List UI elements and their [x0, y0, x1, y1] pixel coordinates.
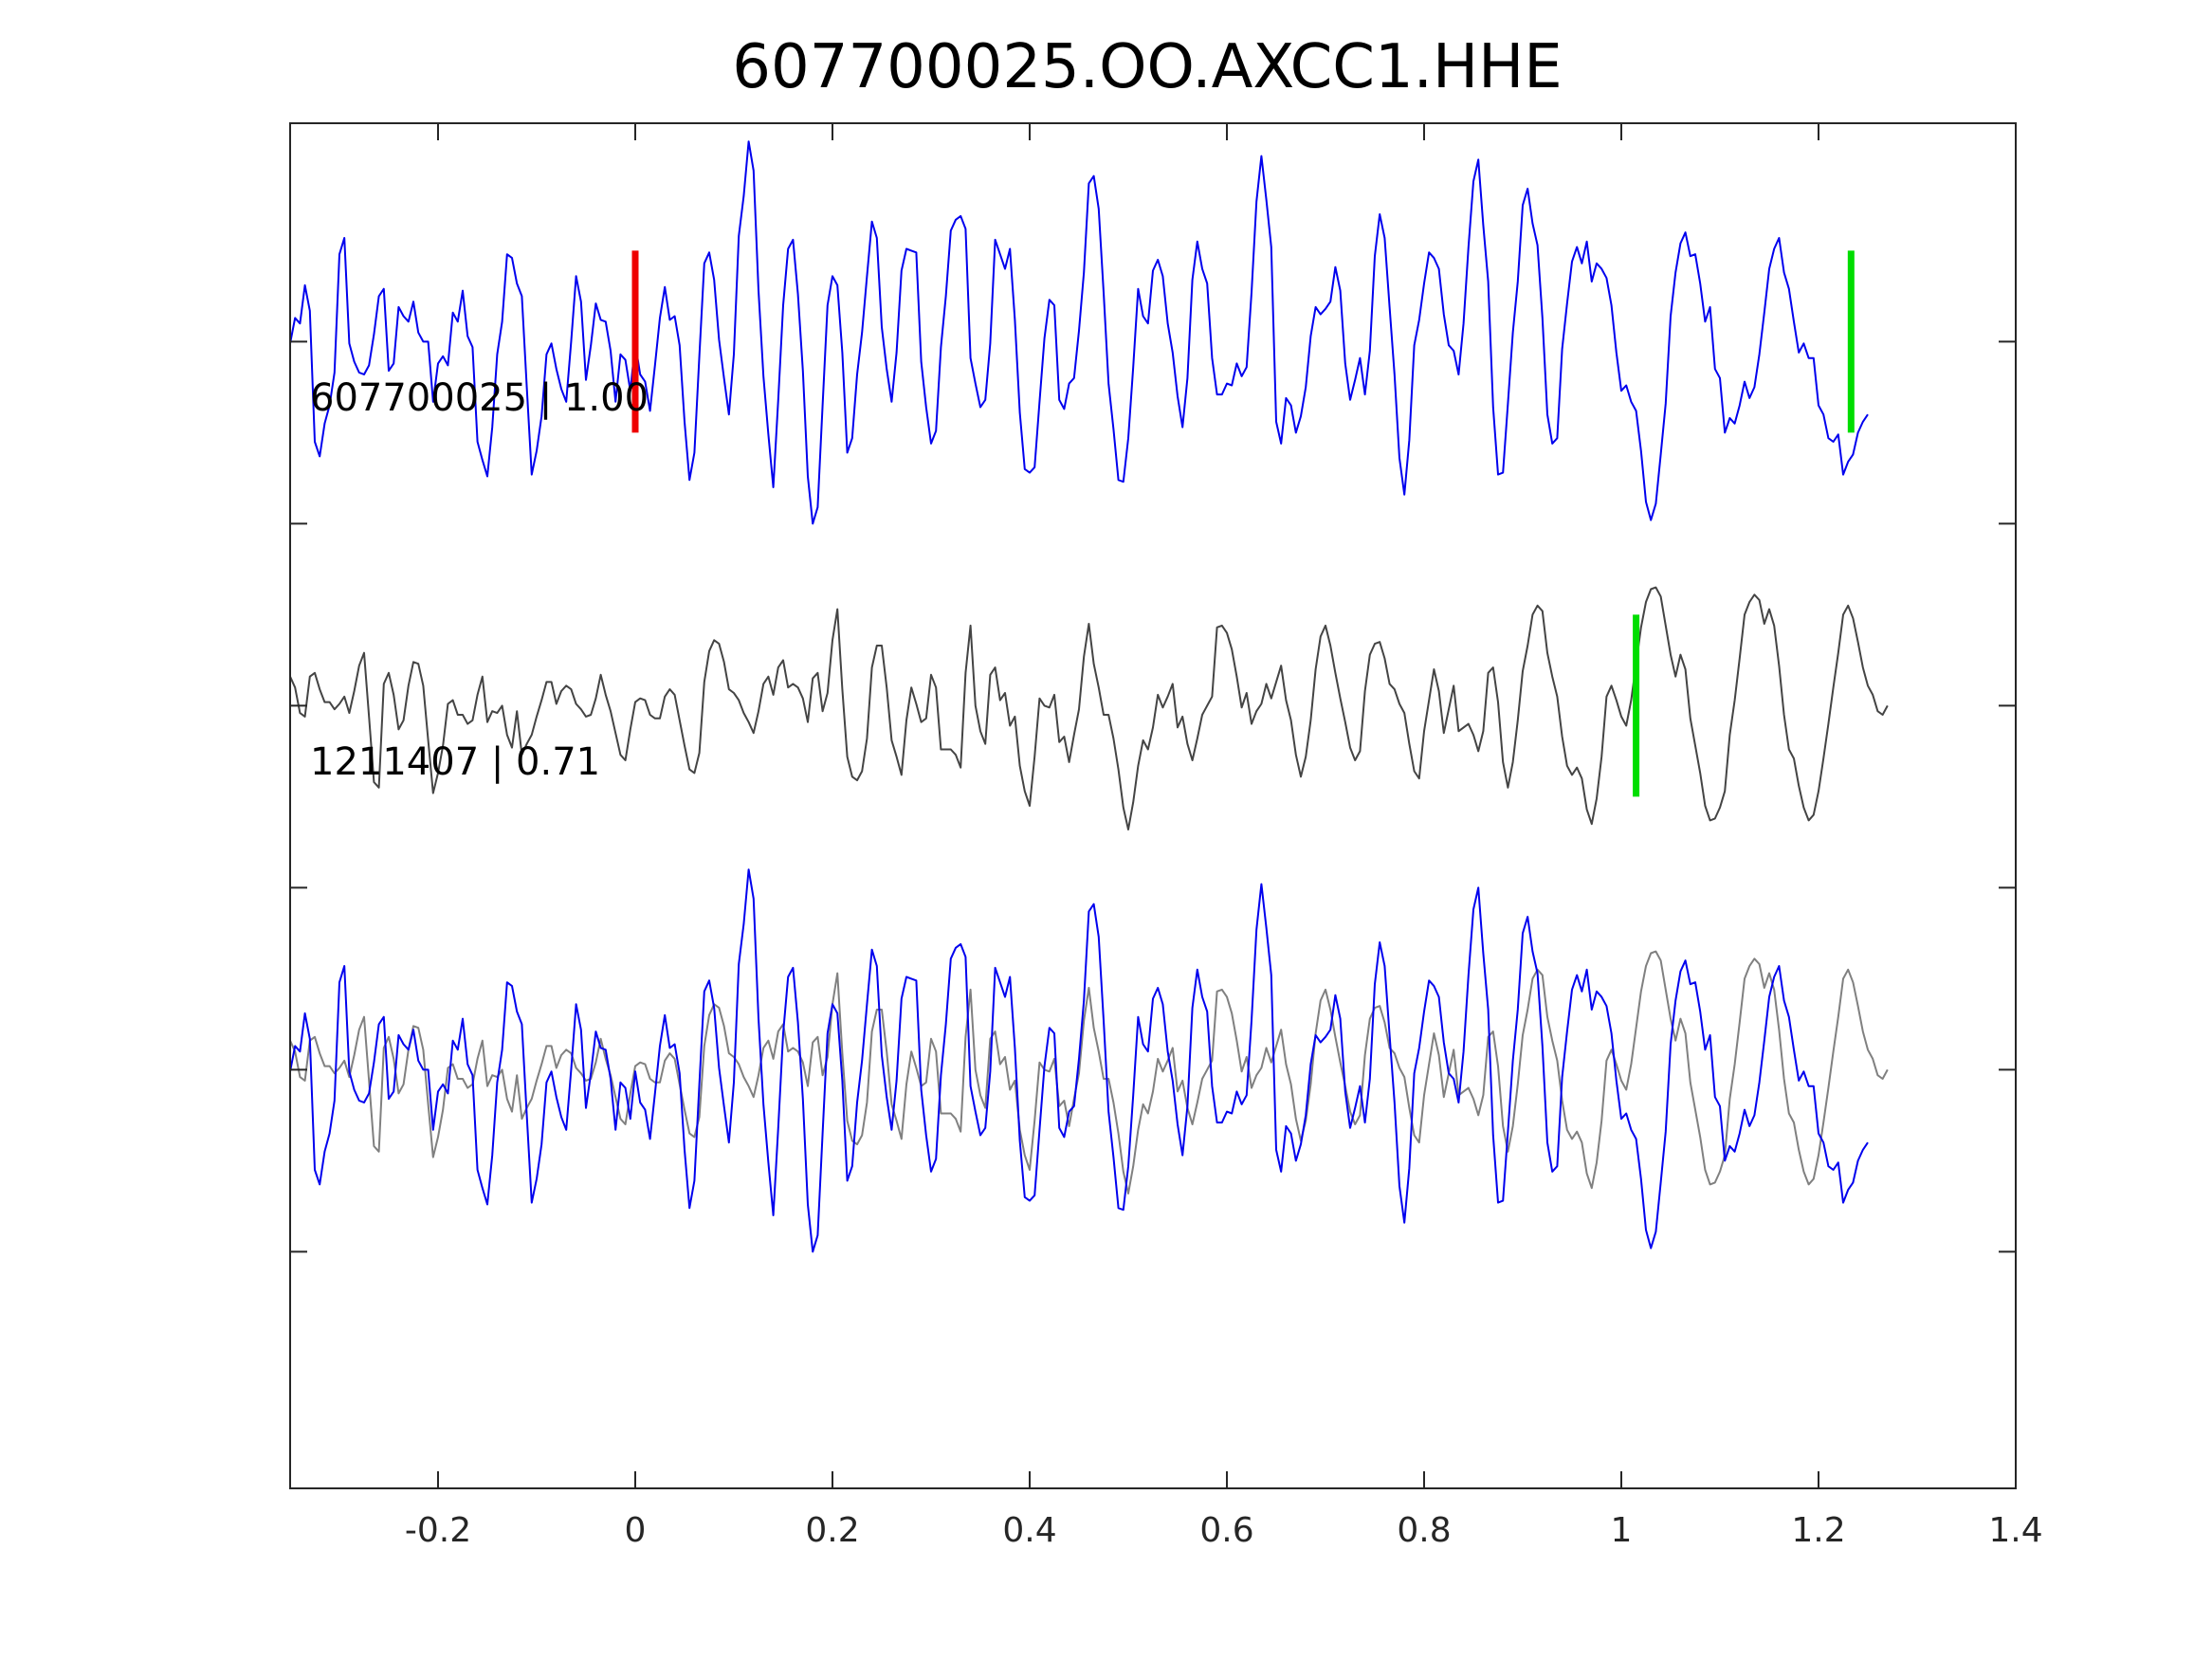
x-tick-label: 0.2 [805, 1511, 859, 1550]
x-tick-label: 1.4 [1988, 1511, 2042, 1550]
traces [289, 140, 1889, 1253]
trace-overlay-607700025 [289, 868, 1869, 1253]
trace-label-secondary: 1211407 | 0.71 [310, 740, 600, 784]
x-tick-label: 0 [625, 1511, 647, 1550]
chart-title: 607700025.OO.AXCC1.HHE [732, 32, 1562, 102]
x-axis-ticks [437, 123, 2017, 1488]
plot-area: 607700025 | 1.00 1211407 | 0.71 -0.2 0 0.2… [289, 122, 2043, 1550]
x-tick-label: 0.4 [1002, 1511, 1056, 1550]
trace-overlay-1211407 [289, 950, 1889, 1194]
axes-frame [289, 122, 2017, 1489]
x-tick-label: 0.6 [1199, 1511, 1253, 1550]
x-tick-label: -0.2 [405, 1511, 471, 1550]
trace-607700025 [289, 140, 1869, 525]
x-tick-label: 0.8 [1397, 1511, 1451, 1550]
trace-labels: 607700025 | 1.00 1211407 | 0.71 [310, 376, 649, 784]
pick-markers [631, 250, 1855, 797]
trace-1211407 [289, 586, 1889, 830]
x-tick-label: 1 [1611, 1511, 1633, 1550]
y-axis-ticks [290, 340, 2016, 1253]
trace-label-primary: 607700025 | 1.00 [310, 376, 649, 420]
x-axis-tick-labels: -0.2 0 0.2 0.4 0.6 0.8 1 1.2 1.4 [405, 1511, 2043, 1550]
x-tick-label: 1.2 [1791, 1511, 1845, 1550]
